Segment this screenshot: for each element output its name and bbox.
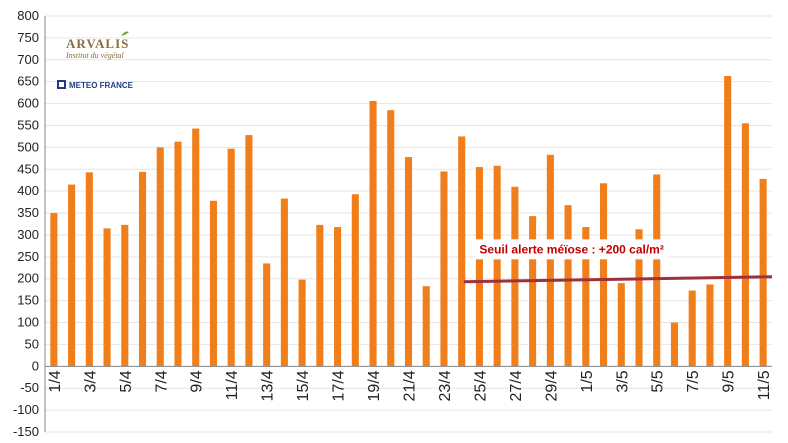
arvalis-logo-name: ARVALIS (66, 36, 129, 51)
bar (50, 213, 58, 367)
y-tick-label: -100 (13, 402, 39, 417)
x-tick-label: 5/4 (118, 370, 135, 392)
y-tick-label: 650 (17, 74, 39, 89)
x-tick-label: 21/4 (402, 370, 419, 401)
bar (369, 100, 377, 367)
x-tick-label: 1/4 (47, 370, 64, 392)
y-tick-label: 100 (17, 315, 39, 330)
y-tick-label: 550 (17, 117, 39, 132)
bar (600, 183, 608, 367)
bar (334, 227, 342, 367)
y-tick-label: 300 (17, 227, 39, 242)
x-tick-label: 25/4 (472, 370, 489, 401)
y-tick-label: 700 (17, 52, 39, 67)
bar (564, 205, 572, 367)
bar (85, 172, 93, 367)
x-tick-label: 27/4 (508, 370, 525, 401)
y-tick-label: 150 (17, 293, 39, 308)
bar (227, 148, 235, 367)
arvalis-logo-tagline: Institut du végétal (65, 51, 125, 60)
x-tick-label: 11/4 (224, 370, 241, 400)
bars (50, 75, 767, 367)
leaf-icon (121, 31, 129, 36)
bar (422, 286, 430, 367)
x-tick-label: 3/5 (614, 370, 631, 392)
x-tick-label: 29/4 (543, 370, 560, 401)
bar (316, 224, 324, 367)
bar (582, 227, 590, 367)
threshold-label: Seuil alerte méïose : +200 cal/m² (479, 242, 663, 256)
x-axis-ticks: 1/4 3/4 5/4 7/4 9/4 11/4 13/4 15/4 17/4 19/4 21/4 2… (47, 370, 773, 401)
y-tick-label: -150 (13, 424, 39, 439)
bar (440, 171, 448, 367)
x-tick-label: 19/4 (366, 370, 383, 401)
bar (511, 186, 519, 367)
x-tick-label: 9/4 (189, 370, 206, 392)
bar (759, 178, 767, 367)
threshold-group: Seuil alerte méïose : +200 cal/m² (463, 239, 773, 284)
y-tick-label: 400 (17, 183, 39, 198)
bar (404, 157, 413, 367)
bar (493, 165, 501, 367)
bar (103, 228, 111, 367)
x-tick-label: 9/5 (721, 370, 738, 392)
bar (68, 184, 76, 367)
arvalis-logo: ARVALIS Institut du végétal (65, 31, 129, 60)
y-tick-label: 800 (17, 8, 39, 23)
x-tick-label: 11/5 (756, 370, 773, 400)
y-axis-ticks: -150 -100 -50 0 50 100 150 200 250 300 350 400 450 50… (13, 8, 39, 439)
bar (245, 135, 253, 367)
bar (280, 198, 288, 367)
bar (670, 322, 679, 367)
x-tick-label: 23/4 (437, 370, 454, 401)
bar (724, 75, 732, 367)
y-tick-label: 250 (17, 249, 39, 264)
bar (546, 154, 554, 367)
bar (529, 216, 537, 367)
bar (156, 147, 164, 367)
bar (653, 174, 661, 367)
meteo-france-logo-name: METEO FRANCE (69, 81, 134, 90)
bar (138, 171, 147, 367)
x-tick-label: 17/4 (331, 370, 348, 401)
threshold-label-background (475, 239, 668, 260)
meteo-france-logo: METEO FRANCE (57, 80, 134, 90)
bar (192, 128, 200, 367)
bar (298, 279, 306, 367)
x-tick-label: 7/4 (153, 370, 170, 392)
bar (209, 200, 217, 367)
y-tick-label: 350 (17, 205, 39, 220)
y-tick-label: 50 (25, 336, 39, 351)
x-tick-label: 5/5 (650, 370, 667, 392)
threshold-line (463, 275, 773, 284)
bar (635, 229, 643, 367)
bar (475, 167, 483, 367)
x-tick-label: 15/4 (295, 370, 312, 401)
bar (741, 123, 749, 367)
x-tick-label: 13/4 (260, 370, 277, 401)
y-tick-label: 450 (17, 161, 39, 176)
bar (174, 141, 182, 367)
bar (458, 136, 466, 367)
x-tick-label: 7/5 (685, 370, 702, 392)
y-tick-label: 500 (17, 139, 39, 154)
bar (617, 283, 625, 367)
bar (351, 194, 359, 367)
x-tick-label: 1/5 (579, 370, 596, 392)
bar (387, 110, 395, 367)
y-tick-label: 750 (17, 30, 39, 45)
bar (706, 284, 714, 367)
bar (121, 224, 129, 367)
bar (263, 263, 271, 367)
y-tick-label: 0 (32, 358, 39, 373)
bar (688, 290, 696, 367)
y-tick-label: 600 (17, 96, 39, 111)
x-tick-label: 3/4 (82, 370, 99, 392)
y-tick-label: 200 (17, 271, 39, 286)
y-tick-label: -50 (20, 380, 39, 395)
